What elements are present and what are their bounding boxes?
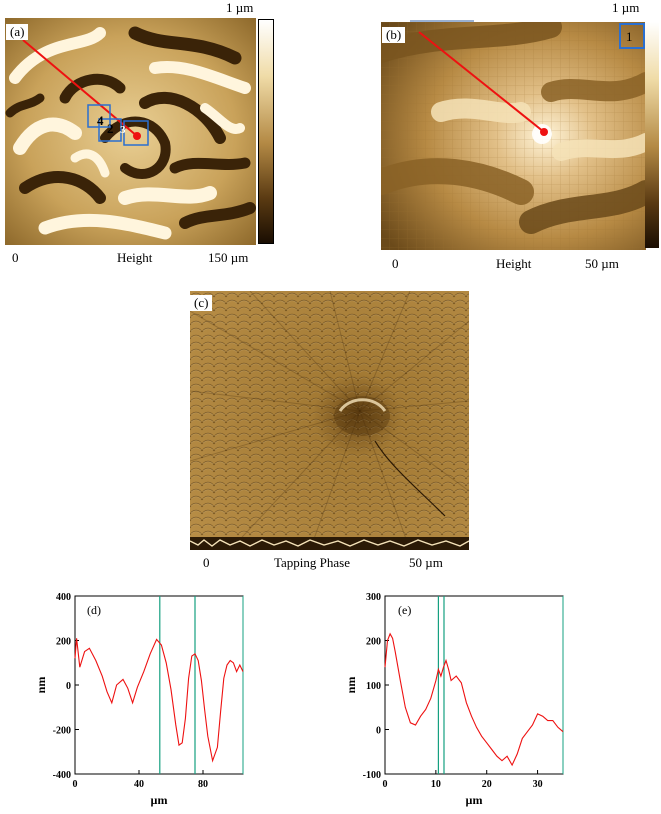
box-label-3: 3: [120, 124, 126, 136]
box-label-4: 4: [97, 113, 104, 128]
chart-panel-tag: (d): [87, 603, 101, 617]
color-scale-bar-b: [645, 22, 659, 248]
axis-label-c: Tapping Phase: [274, 555, 350, 570]
box-label-2: 2: [107, 121, 114, 136]
height-profile-line: [384, 632, 564, 767]
y-tick-label: -200: [53, 726, 71, 737]
axis-start-a: 0: [12, 250, 19, 265]
x-tick-label: 40: [134, 779, 144, 790]
panel-c-tag: (c): [190, 295, 213, 311]
y-tick-label: 200: [56, 637, 71, 648]
y-axis-label: nm: [344, 677, 358, 694]
axis-start-c: 0: [203, 555, 210, 570]
profile-line-b: [418, 31, 545, 133]
y-tick-label: 0: [376, 726, 381, 737]
y-tick-label: 400: [56, 592, 71, 603]
axis-end-b: 50 µm: [585, 256, 619, 271]
afm-height-texture-a: [5, 18, 256, 245]
afm-phase-image-c: [190, 291, 469, 550]
scale-top-b: 1 µm: [612, 0, 640, 15]
axis-label-a: Height: [117, 250, 153, 265]
axis-end-c: 50 µm: [409, 555, 443, 570]
afm-height-image-a: [5, 18, 256, 245]
plot-frame: [384, 595, 564, 775]
profile-end-marker-a: [133, 132, 141, 140]
y-tick-label: 0: [66, 681, 71, 692]
panel-b-tag: (b): [382, 27, 406, 43]
panel-a-tag: (a): [6, 24, 29, 40]
scan-box-3: [123, 120, 149, 146]
axis-label-b: Height: [496, 256, 532, 271]
y-tick-label: -100: [363, 770, 381, 781]
scale-top-a: 1 µm: [226, 0, 254, 15]
x-tick-label: 10: [431, 779, 441, 790]
x-tick-label: 80: [198, 779, 208, 790]
scale-line-b: [410, 20, 474, 22]
y-tick-label: 300: [366, 592, 381, 603]
profile-end-marker-b: [540, 128, 548, 136]
afm-phase-texture-c: [190, 291, 469, 550]
chart-panel-tag: (e): [398, 603, 411, 617]
y-tick-label: -400: [53, 770, 71, 781]
x-axis-label: µm: [151, 793, 168, 807]
axis-start-b: 0: [392, 256, 399, 271]
height-profile-line: [74, 638, 244, 763]
box-label-1: 1: [626, 29, 633, 44]
color-scale-bar-a: [258, 19, 274, 244]
x-axis-label: µm: [466, 793, 483, 807]
scan-box-2: [98, 118, 122, 142]
profile-line-a: [22, 39, 138, 137]
afm-height-texture-b: [381, 22, 646, 250]
y-tick-label: 200: [366, 637, 381, 648]
y-axis-label: nm: [34, 677, 48, 694]
afm-height-image-b: [381, 22, 646, 250]
x-tick-label: 0: [383, 779, 388, 790]
axis-end-a: 150 µm: [208, 250, 249, 265]
x-tick-label: 30: [533, 779, 543, 790]
y-tick-label: 100: [366, 681, 381, 692]
scan-box-1: [619, 23, 645, 49]
x-tick-label: 0: [73, 779, 78, 790]
x-tick-label: 20: [482, 779, 492, 790]
